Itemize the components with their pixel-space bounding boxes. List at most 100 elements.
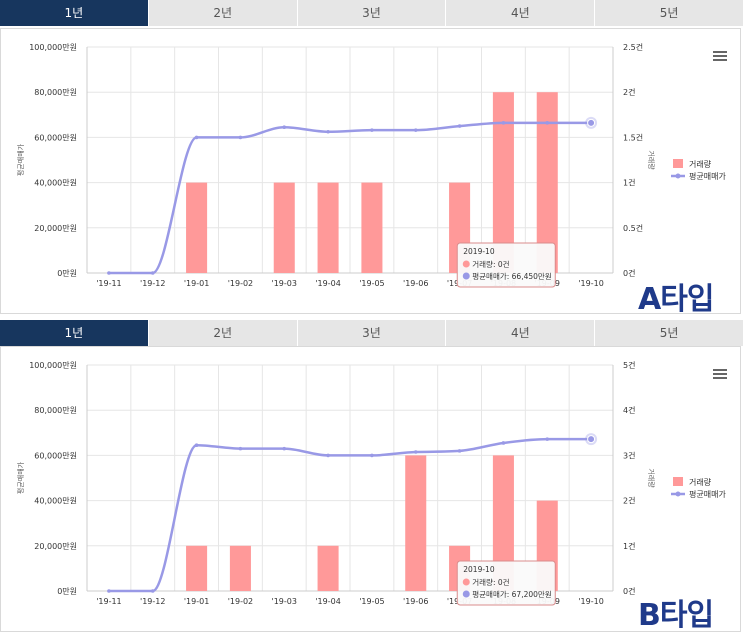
- price-point: [370, 453, 374, 458]
- legend-bar-label: 거래량: [689, 159, 712, 169]
- y-tick-label: 80,000만원: [34, 406, 77, 415]
- tooltip-volume-dot: [462, 260, 470, 268]
- volume-bar: [405, 455, 427, 591]
- price-volume-chart-b: 0만원 0건 20,000만원 1건 40,000만원 2건 60,000만원 3건 80,00…: [16, 360, 726, 606]
- tab-2-year[interactable]: 2년: [147, 320, 297, 346]
- volume-bar: [536, 92, 558, 273]
- price-point: [150, 589, 155, 593]
- tooltip-price-dot: [462, 272, 470, 280]
- price-point: [501, 121, 506, 125]
- tooltip-date: 2019-10: [463, 247, 495, 256]
- tab-5-year[interactable]: 5년: [594, 320, 743, 346]
- x-tick-label: '19-12: [140, 279, 165, 288]
- y2-tick-label: 2건: [623, 496, 635, 506]
- volume-bar: [186, 545, 208, 591]
- price-point: [326, 453, 330, 458]
- tab-3-year[interactable]: 3년: [296, 320, 446, 346]
- tab-4-year[interactable]: 4년: [445, 320, 595, 346]
- price-point: [413, 128, 418, 132]
- y2-tick-label: 1건: [623, 541, 635, 551]
- y-axis-title: 평균매매가: [16, 461, 25, 494]
- volume-bar: [492, 92, 514, 273]
- x-tick-label: '19-02: [228, 279, 253, 288]
- tab-5-year[interactable]: 5년: [594, 0, 743, 26]
- legend-line-label: 평균매매가: [689, 171, 726, 181]
- tab-1-year[interactable]: 1년: [0, 0, 148, 26]
- x-tick-label: '19-03: [272, 597, 297, 606]
- price-point: [282, 125, 287, 130]
- period-tabs-b: 1년 2년 3년 4년 5년: [0, 320, 743, 346]
- x-tick-label: '19-11: [96, 279, 121, 288]
- chart-menu-icon[interactable]: [713, 369, 727, 381]
- type-label-b: B타입: [638, 598, 714, 633]
- y-tick-label: 60,000만원: [34, 451, 77, 460]
- y2-tick-label: 4건: [623, 405, 635, 415]
- price-volume-chart-a: 0만원 0건 20,000만원 0.5건 40,000만원 1건 60,000만원 1.5건 8…: [16, 42, 726, 288]
- y2-tick-label: 1.5건: [623, 132, 643, 142]
- type-label-a: A타입: [638, 282, 714, 317]
- price-point: [545, 121, 550, 125]
- price-point: [238, 135, 243, 140]
- x-tick-label: '19-05: [359, 597, 384, 606]
- y-tick-label: 20,000만원: [34, 224, 77, 233]
- legend-bar-label: 거래량: [689, 477, 712, 487]
- volume-bar: [186, 182, 208, 273]
- x-tick-label: '19-05: [359, 279, 384, 288]
- volume-bar: [317, 182, 339, 273]
- price-point: [413, 450, 418, 454]
- tooltip-price-dot: [462, 590, 470, 598]
- chart-panel-a: 0만원 0건 20,000만원 0.5건 40,000만원 1건 60,000만원 1.5건 8…: [0, 28, 741, 314]
- price-point: [587, 118, 596, 127]
- tooltip-volume: 거래량: 0건: [472, 259, 509, 269]
- x-tick-label: '19-06: [403, 279, 428, 288]
- price-point: [370, 128, 374, 132]
- tab-1-year[interactable]: 1년: [0, 320, 148, 346]
- price-point: [150, 271, 155, 275]
- x-tick-label: '19-02: [228, 597, 253, 606]
- x-tick-label: '19-01: [184, 279, 209, 288]
- y-tick-label: 20,000만원: [34, 542, 77, 551]
- price-point: [194, 443, 199, 448]
- chart-menu-icon[interactable]: [713, 51, 727, 63]
- x-tick-label: '19-03: [272, 279, 297, 288]
- volume-bar: [361, 182, 383, 273]
- y-tick-label: 40,000만원: [34, 497, 77, 506]
- chart-panel-b: 0만원 0건 20,000만원 1건 40,000만원 2건 60,000만원 3건 80,00…: [0, 346, 741, 632]
- tab-2-year[interactable]: 2년: [147, 0, 297, 26]
- y2-tick-label: 0.5건: [623, 223, 643, 233]
- price-point: [501, 441, 506, 445]
- x-tick-label: '19-11: [96, 597, 121, 606]
- y2-tick-label: 5건: [623, 360, 635, 370]
- price-point: [194, 135, 199, 140]
- price-point: [107, 271, 111, 275]
- volume-bar: [317, 545, 339, 591]
- legend-line-swatch-dot: [675, 173, 681, 179]
- price-point: [107, 589, 111, 593]
- y-tick-label: 0만원: [57, 587, 77, 596]
- y2-tick-label: 0건: [623, 586, 635, 596]
- tooltip-volume-dot: [462, 578, 470, 586]
- price-point: [238, 446, 243, 451]
- y2-tick-label: 2.5건: [623, 42, 643, 52]
- price-point: [326, 129, 330, 134]
- tab-4-year[interactable]: 4년: [445, 0, 595, 26]
- x-tick-label: '19-04: [315, 279, 340, 288]
- legend-line-label: 평균매매가: [689, 489, 726, 499]
- x-tick-label: '19-10: [578, 279, 603, 288]
- price-point: [457, 124, 462, 128]
- y-tick-label: 0만원: [57, 269, 77, 278]
- tab-3-year[interactable]: 3년: [296, 0, 446, 26]
- y2-tick-label: 2건: [623, 87, 635, 97]
- y-tick-label: 80,000만원: [34, 88, 77, 97]
- y-tick-label: 60,000만원: [34, 133, 77, 142]
- price-point: [457, 449, 462, 453]
- x-tick-label: '19-06: [403, 597, 428, 606]
- volume-bar: [273, 182, 295, 273]
- y2-axis-title: 거래량: [647, 150, 656, 170]
- x-tick-label: '19-12: [140, 597, 165, 606]
- period-tabs-a: 1년 2년 3년 4년 5년: [0, 0, 743, 26]
- tooltip-volume: 거래량: 0건: [472, 577, 509, 587]
- tooltip-date: 2019-10: [463, 565, 495, 574]
- y-tick-label: 100,000만원: [29, 43, 77, 52]
- x-tick-label: '19-01: [184, 597, 209, 606]
